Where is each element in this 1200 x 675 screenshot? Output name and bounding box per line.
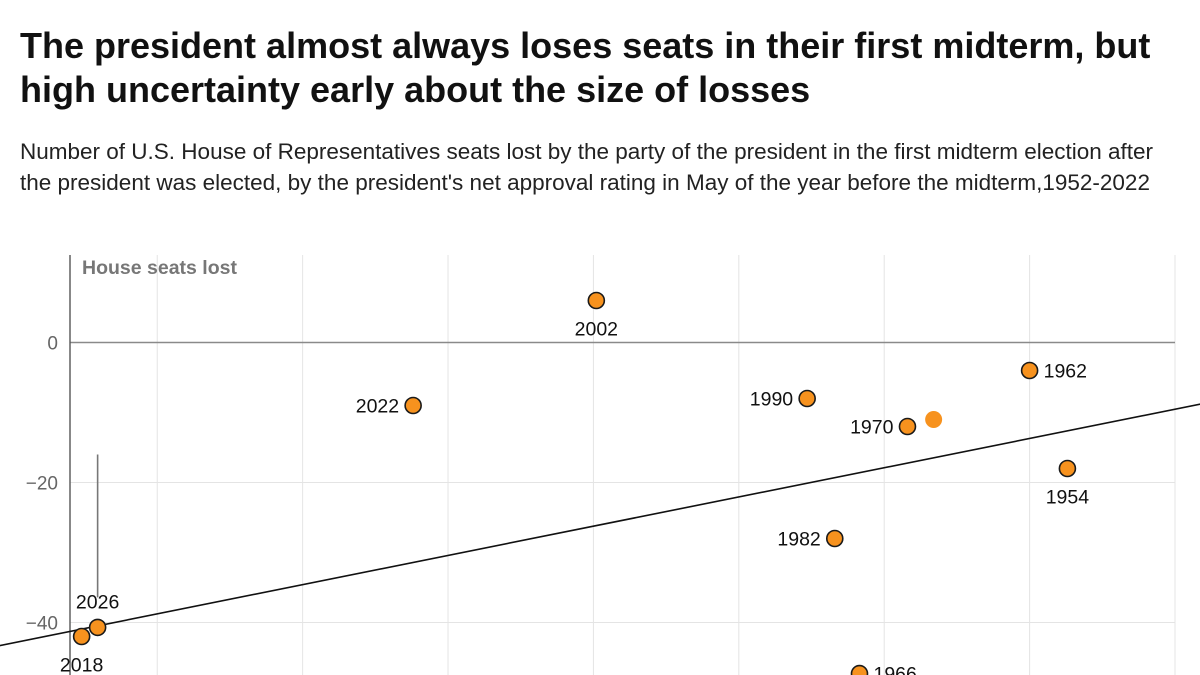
data-point <box>898 417 917 436</box>
chart-subtitle: Number of U.S. House of Representatives … <box>20 139 1154 195</box>
y-tick-label: −40 <box>26 614 58 635</box>
point-label: 2022 <box>356 396 399 418</box>
data-point <box>825 529 844 548</box>
data-point <box>798 389 816 408</box>
point-layer: 2002 1962 2022 1990 1970 1954 1982 2026 2018 1966 <box>60 291 1090 675</box>
point-label: 1962 <box>1044 361 1087 383</box>
point-label: 1966 <box>873 664 916 675</box>
chart-title: The president almost always loses seats … <box>20 25 1151 110</box>
data-point <box>1020 361 1039 380</box>
point-label: 1982 <box>777 529 820 551</box>
y-tick-label: 0 <box>47 334 58 355</box>
y-tick-label: −20 <box>26 474 58 495</box>
point-label: 1954 <box>1046 487 1090 509</box>
point-label: 1970 <box>850 417 894 439</box>
data-point <box>1058 459 1077 478</box>
data-point <box>72 627 91 646</box>
grid-layer <box>70 255 1176 675</box>
trend-layer <box>0 403 1200 647</box>
trend-line <box>0 403 1200 647</box>
point-label: 1990 <box>750 389 794 411</box>
data-point <box>88 618 107 637</box>
data-point <box>587 291 606 310</box>
data-point <box>850 664 869 675</box>
point-label: 2018 <box>60 655 103 675</box>
data-point-highlight <box>925 411 943 428</box>
y-axis-title: House seats lost <box>82 257 237 279</box>
data-point <box>404 396 422 415</box>
point-label: 2026 <box>76 591 119 613</box>
point-label: 2002 <box>575 319 618 341</box>
axis-layer: 0 −20 −40 <box>26 255 71 675</box>
